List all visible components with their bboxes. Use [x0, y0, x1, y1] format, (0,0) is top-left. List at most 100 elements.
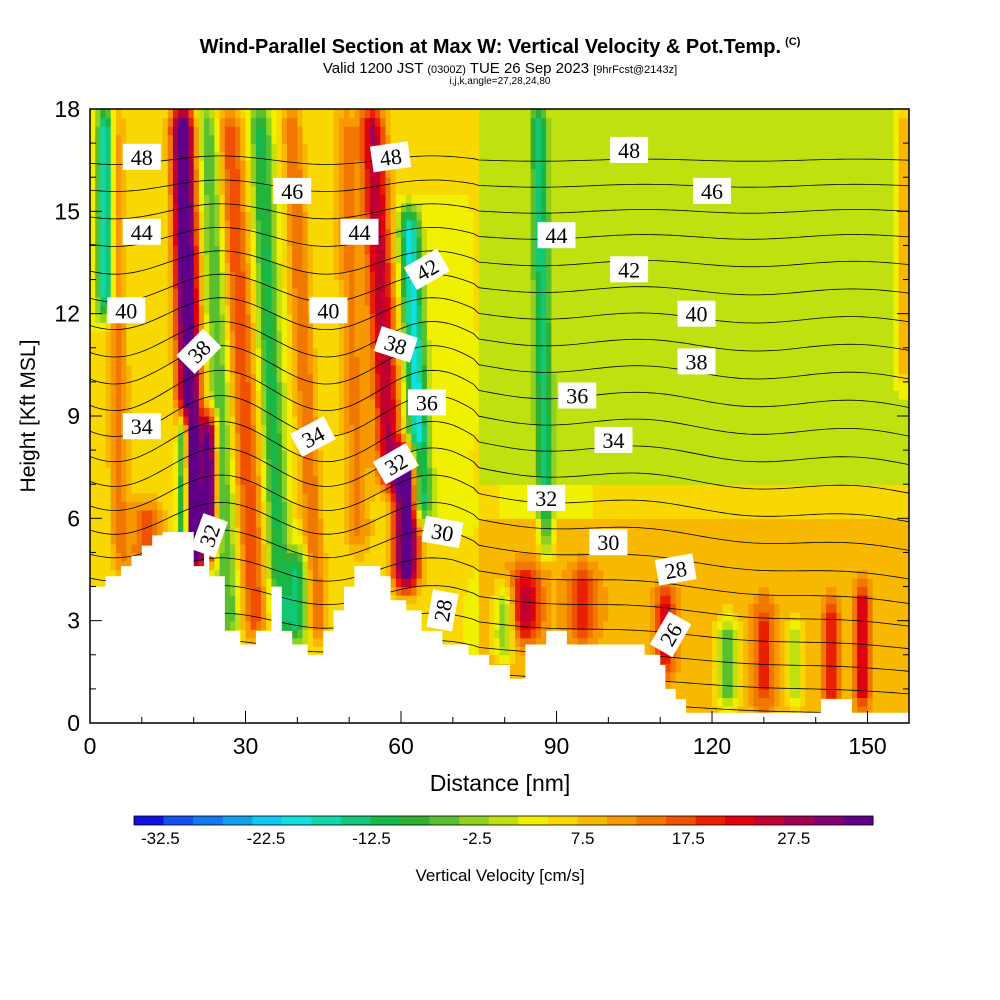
w-cell — [271, 271, 278, 281]
w-cell — [395, 586, 402, 596]
w-cell — [323, 262, 330, 272]
w-cell — [193, 236, 200, 247]
w-cell — [297, 526, 304, 536]
w-cell — [426, 194, 433, 204]
w-cell — [100, 305, 107, 315]
w-cell — [338, 117, 345, 127]
w-cell — [255, 330, 262, 340]
w-cell — [442, 458, 449, 468]
w-cell — [302, 339, 309, 349]
w-cell — [126, 398, 133, 409]
w-cell — [281, 381, 288, 392]
w-cell — [126, 535, 133, 545]
w-cell — [219, 253, 226, 264]
w-cell — [245, 109, 252, 119]
w-cell — [157, 347, 164, 357]
w-cell — [224, 134, 231, 144]
w-cell — [333, 228, 340, 238]
w-cell — [126, 475, 133, 485]
w-cell — [328, 347, 335, 357]
w-cell — [167, 381, 174, 392]
w-cell — [255, 407, 262, 417]
w-cell — [406, 305, 412, 315]
w-cell — [240, 467, 247, 477]
w-cell — [209, 364, 215, 374]
w-cell — [416, 126, 423, 136]
w-cell — [333, 450, 340, 460]
w-cell — [312, 245, 319, 255]
w-cell — [131, 458, 138, 468]
w-cell — [416, 518, 423, 528]
w-cell — [209, 569, 215, 579]
w-cell — [105, 441, 112, 451]
w-cell — [126, 381, 133, 392]
w-cell — [100, 416, 107, 426]
w-cell — [328, 253, 335, 264]
w-cell — [229, 194, 236, 204]
w-cell — [297, 271, 304, 281]
w-cell — [343, 458, 350, 468]
w-cell — [224, 194, 231, 204]
w-cell — [214, 262, 221, 272]
w-cell — [136, 535, 143, 545]
w-cell — [162, 441, 169, 451]
w-cell — [364, 450, 371, 460]
w-cell — [219, 194, 226, 204]
w-cell — [395, 595, 402, 605]
w-cell — [354, 441, 361, 451]
w-cell — [416, 143, 423, 153]
w-cell — [224, 424, 231, 434]
w-cell — [343, 475, 350, 485]
w-cell — [406, 578, 412, 588]
w-cell — [245, 492, 252, 502]
w-cell — [95, 492, 101, 502]
w-cell — [157, 373, 164, 383]
w-cell — [198, 143, 205, 153]
w-cell — [240, 211, 247, 221]
w-cell — [105, 364, 112, 374]
w-cell — [105, 126, 112, 136]
w-cell — [126, 467, 133, 477]
w-cell — [219, 296, 226, 306]
w-cell — [312, 535, 319, 545]
w-cell — [209, 441, 215, 451]
w-cell — [141, 492, 148, 502]
w-cell — [447, 629, 454, 639]
w-cell — [312, 543, 319, 554]
w-cell — [338, 211, 345, 221]
w-cell — [193, 416, 200, 426]
w-cell — [411, 535, 418, 545]
w-cell — [214, 381, 221, 392]
w-cell — [178, 271, 184, 281]
w-cell — [121, 185, 127, 195]
w-cell — [219, 433, 226, 443]
w-cell — [105, 236, 112, 247]
w-cell — [266, 296, 273, 306]
w-cell — [224, 552, 231, 562]
w-cell — [281, 330, 288, 340]
w-cell — [266, 185, 273, 195]
w-cell — [364, 509, 371, 519]
w-cell — [442, 569, 449, 579]
w-cell — [349, 262, 355, 272]
w-cell — [276, 424, 283, 434]
w-cell — [167, 322, 174, 332]
w-cell — [235, 398, 241, 409]
w-cell — [235, 117, 241, 127]
w-cell — [411, 450, 418, 460]
w-cell — [224, 347, 231, 357]
w-cell — [229, 219, 236, 229]
w-cell — [183, 364, 190, 374]
chart-title: Wind-Parallel Section at Max W: Vertical… — [0, 36, 1000, 59]
w-cell — [406, 143, 412, 153]
w-cell — [411, 228, 418, 238]
w-cell — [198, 271, 205, 281]
w-cell — [198, 458, 205, 468]
w-cell — [286, 134, 293, 144]
w-cell — [297, 535, 304, 545]
w-cell — [193, 194, 200, 204]
w-cell — [240, 381, 247, 392]
w-cell — [245, 381, 252, 392]
w-cell — [188, 526, 195, 536]
w-cell — [297, 398, 304, 409]
